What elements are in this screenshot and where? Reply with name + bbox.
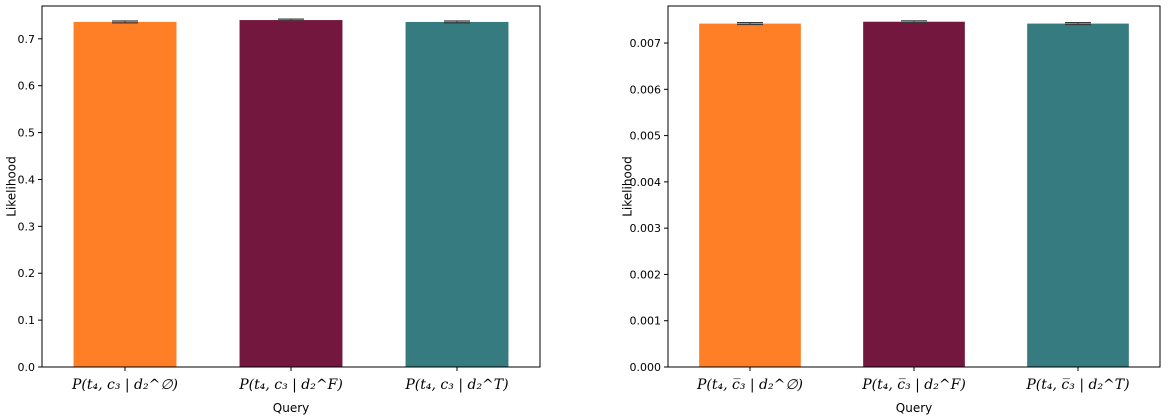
y-tick-label: 0.7 bbox=[18, 33, 36, 46]
x-tick-label: P(t₄, c₃ | d₂^F) bbox=[238, 377, 343, 393]
x-tick-label: P(t₄, c₃ | d₂^∅) bbox=[71, 377, 178, 393]
bar bbox=[1027, 23, 1129, 368]
y-tick-label: 0.002 bbox=[630, 268, 662, 281]
y-tick-label: 0.5 bbox=[18, 127, 36, 140]
x-axis-label: Query bbox=[273, 401, 309, 415]
chart-1: P(t₄, c₃ | d₂^∅) P(t₄, c₃ | d₂^F) P(t₄, c₃… bbox=[5, 5, 541, 415]
y-tick-label: 0.001 bbox=[630, 315, 662, 328]
bar bbox=[405, 21, 509, 367]
x-tick-label: P(t₄, c₃ | d₂^T) bbox=[404, 377, 508, 393]
y-tick-label: 0.007 bbox=[630, 37, 662, 50]
bar bbox=[73, 21, 177, 367]
x-axis-label: Query bbox=[896, 401, 932, 415]
y-tick-label: 0.006 bbox=[630, 83, 662, 96]
plot-frame bbox=[667, 5, 1161, 368]
bar bbox=[863, 21, 965, 368]
y-tick-label: 0.000 bbox=[630, 361, 662, 374]
y-tick-label: 0.6 bbox=[18, 80, 36, 93]
bar bbox=[239, 20, 343, 368]
y-axis-label: Likelihood bbox=[5, 156, 19, 217]
plot-frame bbox=[41, 5, 541, 368]
x-tick-label: P(t₄, c̅₃ | d₂^∅) bbox=[696, 377, 803, 393]
y-tick-label: 0.3 bbox=[18, 220, 36, 233]
bar bbox=[699, 23, 801, 368]
y-axis-label: Likelihood bbox=[621, 156, 635, 217]
y-tick-label: 0.4 bbox=[18, 173, 36, 186]
y-tick-label: 0.0 bbox=[18, 361, 36, 374]
y-tick-label: 0.004 bbox=[630, 176, 662, 189]
y-tick-label: 0.1 bbox=[18, 314, 36, 327]
y-tick-label: 0.005 bbox=[630, 130, 662, 143]
x-tick-label: P(t₄, c̅₃ | d₂^T) bbox=[1025, 377, 1129, 393]
y-tick-label: 0.003 bbox=[630, 222, 662, 235]
chart-2: P(t₄, c̅₃ | d₂^∅) P(t₄, c̅₃ | d₂^F) P(t₄, … bbox=[621, 5, 1161, 415]
x-tick-label: P(t₄, c̅₃ | d₂^F) bbox=[861, 377, 966, 393]
y-tick-label: 0.2 bbox=[18, 267, 36, 280]
